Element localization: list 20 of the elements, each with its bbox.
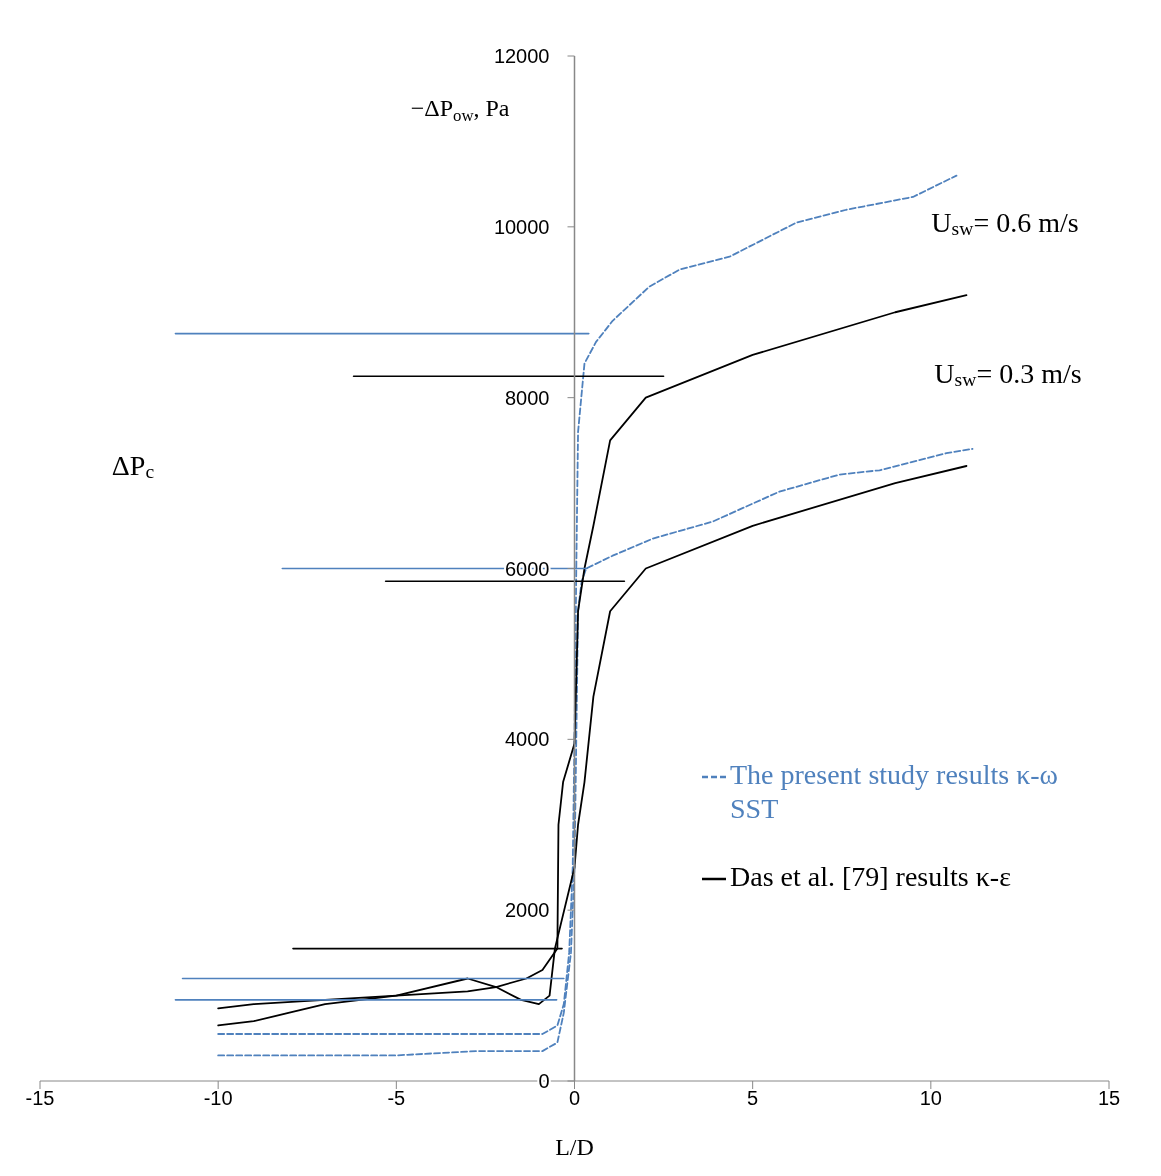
x-tick-label: 10: [919, 1087, 942, 1110]
y-tick-label: 10000: [493, 215, 550, 238]
annotation: ΔP$_{c}$: [111, 449, 155, 482]
x-tick-label: -5: [387, 1087, 406, 1110]
y-axis-title: −ΔP$_{ow}$, Pa: [410, 95, 510, 126]
y-tick-label: 2000: [505, 899, 550, 922]
y-tick-label: 8000: [505, 386, 550, 409]
annotation: U$_{sw}$= 0.3 m/s: [934, 357, 1082, 390]
y-tick-label: 4000: [505, 728, 550, 751]
x-tick-label: 15: [1097, 1087, 1121, 1110]
x-tick-label: -15: [25, 1087, 55, 1110]
y-tick-label: 12000: [493, 45, 550, 67]
y-tick-label: 0: [538, 1070, 550, 1092]
annotation: U$_{sw}$= 0.6 m/s: [931, 206, 1079, 239]
x-tick-label: 0: [568, 1087, 581, 1110]
legend-label: Das et al. [79] results κ-ε: [730, 860, 1011, 894]
x-axis-title: L/D: [555, 1134, 594, 1160]
legend-label: The present study results κ-ω SST: [730, 758, 1060, 826]
x-tick-label: -10: [203, 1087, 233, 1110]
x-tick-label: 5: [747, 1087, 759, 1110]
